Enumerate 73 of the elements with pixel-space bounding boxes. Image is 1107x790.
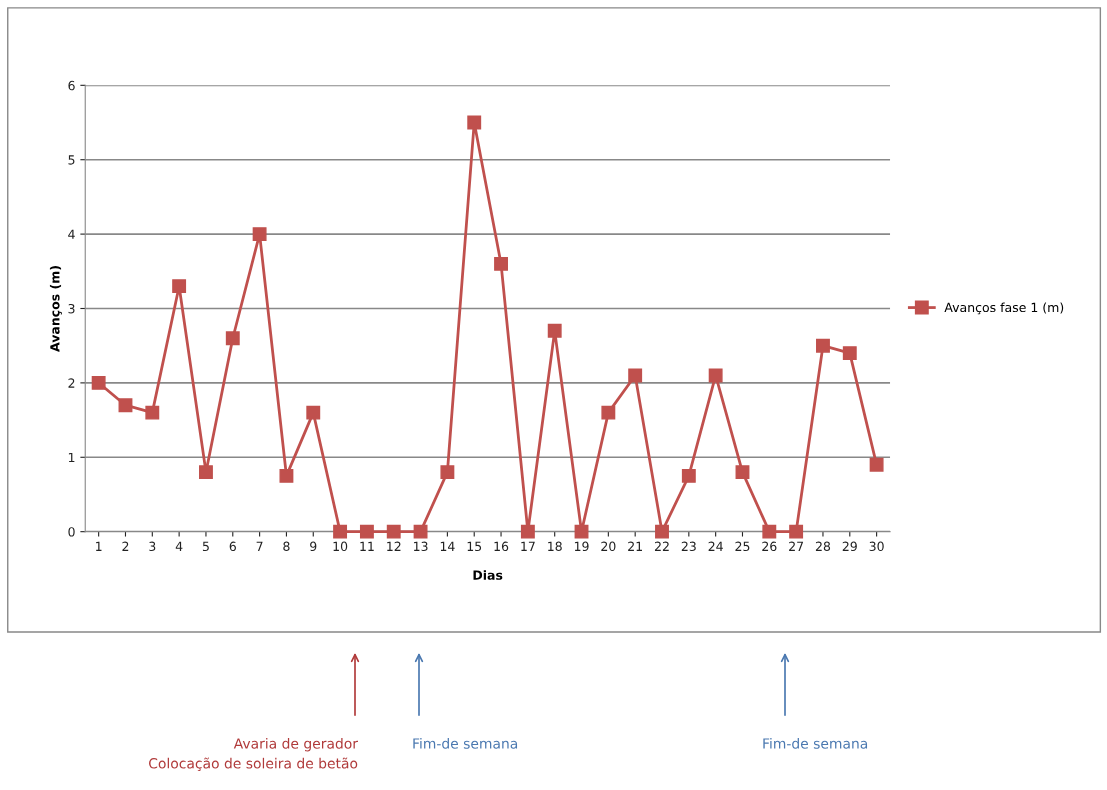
x-tick-label: 2 [122,541,129,551]
point [225,331,240,346]
x-tick-label: 24 [708,541,723,551]
x-tick-label: 15 [467,541,482,552]
point [789,524,804,539]
point [735,465,750,480]
point [520,524,535,539]
x-tick-label: 7 [256,541,263,551]
x-tick-label: 13 [413,541,428,552]
point [816,338,830,353]
x-tick-label: 3 [149,541,156,552]
point [145,405,160,420]
y-tick-label: 2 [68,378,75,388]
x-tick-label: 16 [494,541,509,552]
point [252,227,267,242]
point [118,398,133,413]
x-tick-label: 17 [521,541,535,551]
legend-label: Avanços fase 1 (m) [944,302,1064,315]
point [494,256,508,271]
x-tick-label: 29 [842,541,857,552]
point [413,524,428,539]
x-tick-label: 20 [601,541,616,552]
x-tick-label: 5 [202,541,209,552]
x-tick-label: 28 [815,541,831,552]
y-tick-label: 1 [68,452,75,463]
text: Fim-de semana [763,738,868,749]
x-tick-label: 19 [574,541,589,552]
y-tick-label: 5 [68,155,75,165]
point [574,524,589,539]
point [359,524,374,539]
point [681,468,696,483]
x-tick-label: 11 [360,541,374,551]
x-tick-label: 30 [869,541,884,552]
point [762,524,777,539]
point [601,405,616,420]
point [333,524,348,539]
x-axis-title: Dias [473,570,503,580]
x-tick-label: 1 [96,541,102,551]
point [708,368,723,383]
point [172,279,187,294]
y-tick-label: 4 [68,229,75,239]
y-axis-title: Avanços (m) [49,266,62,352]
x-tick-label: 25 [735,541,750,552]
point [547,323,562,338]
point [655,524,669,539]
x-tick-label: 4 [175,541,183,551]
text: Avaria de gerador Colocação de soleira de betão [149,738,358,772]
x-tick-label: 9 [310,541,317,552]
x-tick-label: 12 [387,541,401,551]
y-tick-label: 0 [68,527,75,537]
x-tick-label: 27 [789,541,804,551]
x-tick-label: 10 [333,541,348,552]
x-tick-label: 8 [283,541,290,552]
point [306,405,321,420]
point [869,457,884,472]
point [91,375,106,390]
x-tick-label: 14 [440,541,455,551]
text: Fim-de semana [413,738,518,749]
point [467,115,482,130]
x-tick-label: 6 [229,541,236,552]
x-tick-label: 23 [681,541,696,552]
x-tick-label: 22 [654,541,669,551]
point [279,468,294,483]
point [386,524,401,539]
x-tick-label: 26 [762,541,777,552]
point [628,368,643,383]
x-tick-label: 21 [628,541,642,551]
y-tick-label: 3 [68,303,75,314]
point [440,465,455,480]
y-tick-label: 6 [68,80,75,91]
point [842,346,857,361]
x-tick-label: 18 [548,541,562,552]
point [199,465,213,480]
